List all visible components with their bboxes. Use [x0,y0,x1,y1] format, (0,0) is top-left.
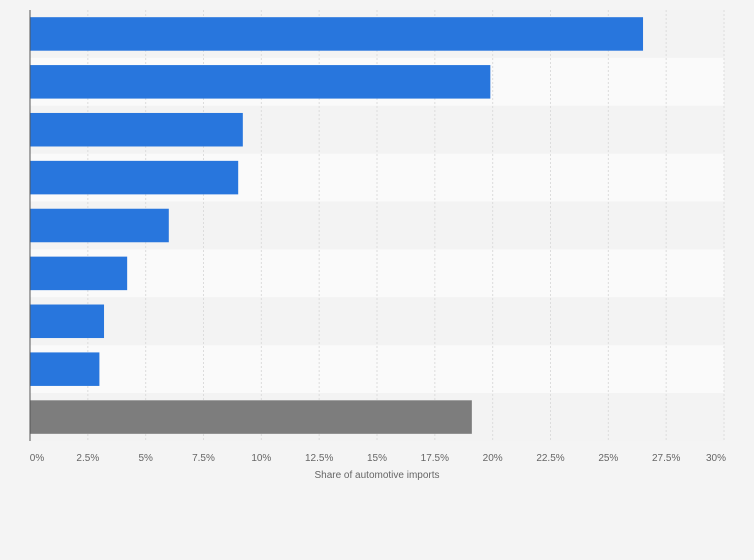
x-tick-label: 10% [251,453,271,464]
x-tick-label: 27.5% [652,453,680,464]
x-tick-label: 30% [706,453,726,464]
x-tick-label: 25% [598,453,618,464]
bar[interactable] [30,160,239,195]
x-tick-label: 12.5% [305,453,333,464]
bar[interactable] [30,400,472,434]
row-band [30,249,724,298]
x-tick-label: 2.5% [76,453,99,464]
bars [30,17,644,434]
bar[interactable] [30,112,243,147]
bar[interactable] [30,256,128,291]
bar[interactable] [30,304,105,339]
x-tick-label: 7.5% [192,453,215,464]
bar[interactable] [30,17,644,51]
bar[interactable] [30,208,169,243]
x-tick-label: 0% [30,453,45,464]
x-tick-label: 20% [483,453,503,464]
x-tick-label: 17.5% [421,453,449,464]
row-band [30,297,724,346]
x-tick-label: 22.5% [536,453,564,464]
bar[interactable] [30,352,100,386]
x-axis-title: Share of automotive imports [314,470,439,481]
row-band [30,345,724,394]
x-tick-label: 15% [367,453,387,464]
x-tick-labels: 0% 2.5% 5% 7.5% 10% 12.5% 15% 17.5% 20% 22.5% 25% 2… [30,453,726,464]
x-tick-label: 5% [138,453,153,464]
bar[interactable] [30,65,491,99]
